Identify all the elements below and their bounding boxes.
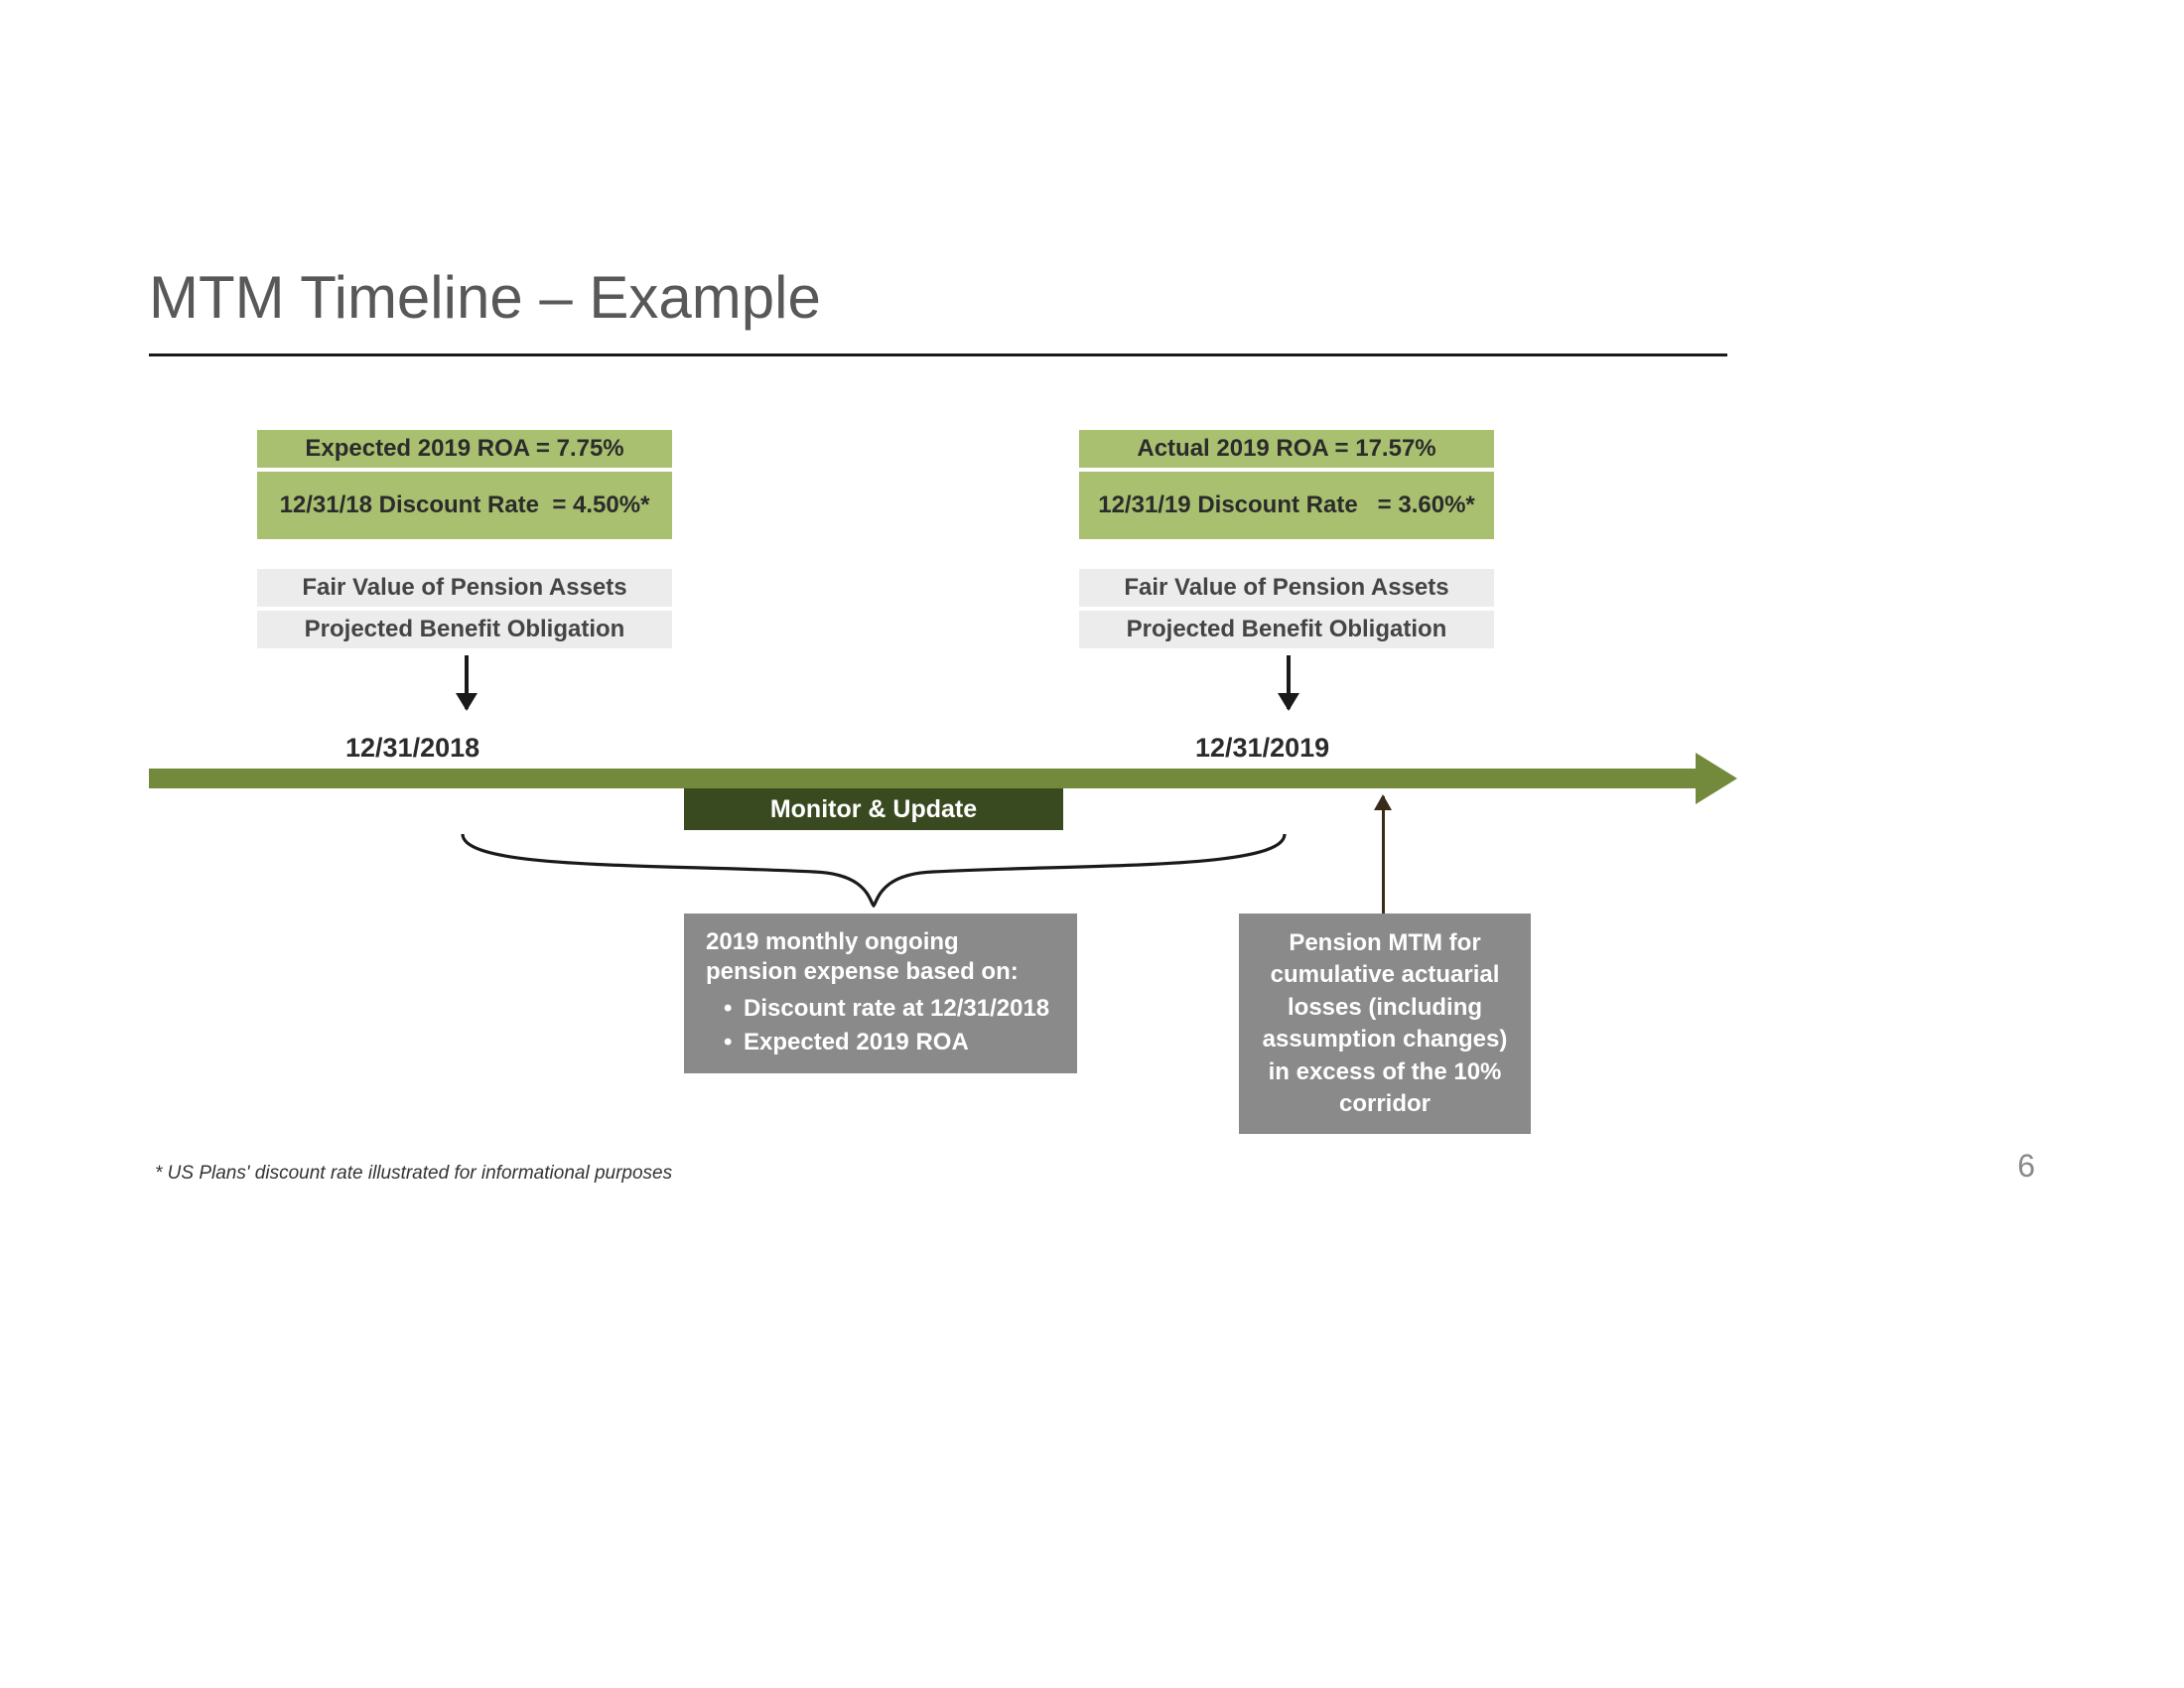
monthly-expense-list: Discount rate at 12/31/2018 Expected 201… <box>706 993 1055 1059</box>
mtm-up-arrow-icon <box>1382 796 1385 914</box>
expected-roa-box: Expected 2019 ROA = 7.75% <box>256 429 673 469</box>
right-fv-box: Fair Value of Pension Assets <box>1078 568 1495 608</box>
left-fv-box: Fair Value of Pension Assets <box>256 568 673 608</box>
right-date: 12/31/2019 <box>1195 733 1329 764</box>
left-rate-box: 12/31/18 Discount Rate = 4.50%* <box>256 471 673 540</box>
monthly-bullet-1: Discount rate at 12/31/2018 <box>724 993 1055 1025</box>
monthly-expense-box: 2019 monthly ongoing pension expense bas… <box>684 914 1077 1073</box>
left-down-arrow-icon <box>465 655 469 709</box>
right-down-arrow-icon <box>1287 655 1291 709</box>
left-date: 12/31/2018 <box>345 733 479 764</box>
footnote: * US Plans' discount rate illustrated fo… <box>155 1163 672 1185</box>
timeline-arrowhead-icon <box>1696 753 1737 804</box>
actual-roa-box: Actual 2019 ROA = 17.57% <box>1078 429 1495 469</box>
mtm-box: Pension MTM for cumulative actuarial los… <box>1239 914 1531 1134</box>
monitor-update-box: Monitor & Update <box>684 788 1063 830</box>
slide-title: MTM Timeline – Example <box>149 263 821 332</box>
left-pbo-box: Projected Benefit Obligation <box>256 610 673 649</box>
right-rate-text: 12/31/19 Discount Rate = 3.60%* <box>1098 492 1475 520</box>
title-rule <box>149 353 1727 356</box>
monthly-bullet-2: Expected 2019 ROA <box>724 1027 1055 1058</box>
slide: MTM Timeline – Example Expected 2019 ROA… <box>0 0 2184 1688</box>
curly-brace-icon <box>457 830 1291 910</box>
right-pbo-box: Projected Benefit Obligation <box>1078 610 1495 649</box>
left-rate-text: 12/31/18 Discount Rate = 4.50%* <box>280 492 650 520</box>
page-number: 6 <box>2017 1148 2035 1185</box>
timeline-bar <box>149 769 1698 788</box>
right-rate-box: 12/31/19 Discount Rate = 3.60%* <box>1078 471 1495 540</box>
monthly-expense-header: 2019 monthly ongoing pension expense bas… <box>706 927 1055 987</box>
